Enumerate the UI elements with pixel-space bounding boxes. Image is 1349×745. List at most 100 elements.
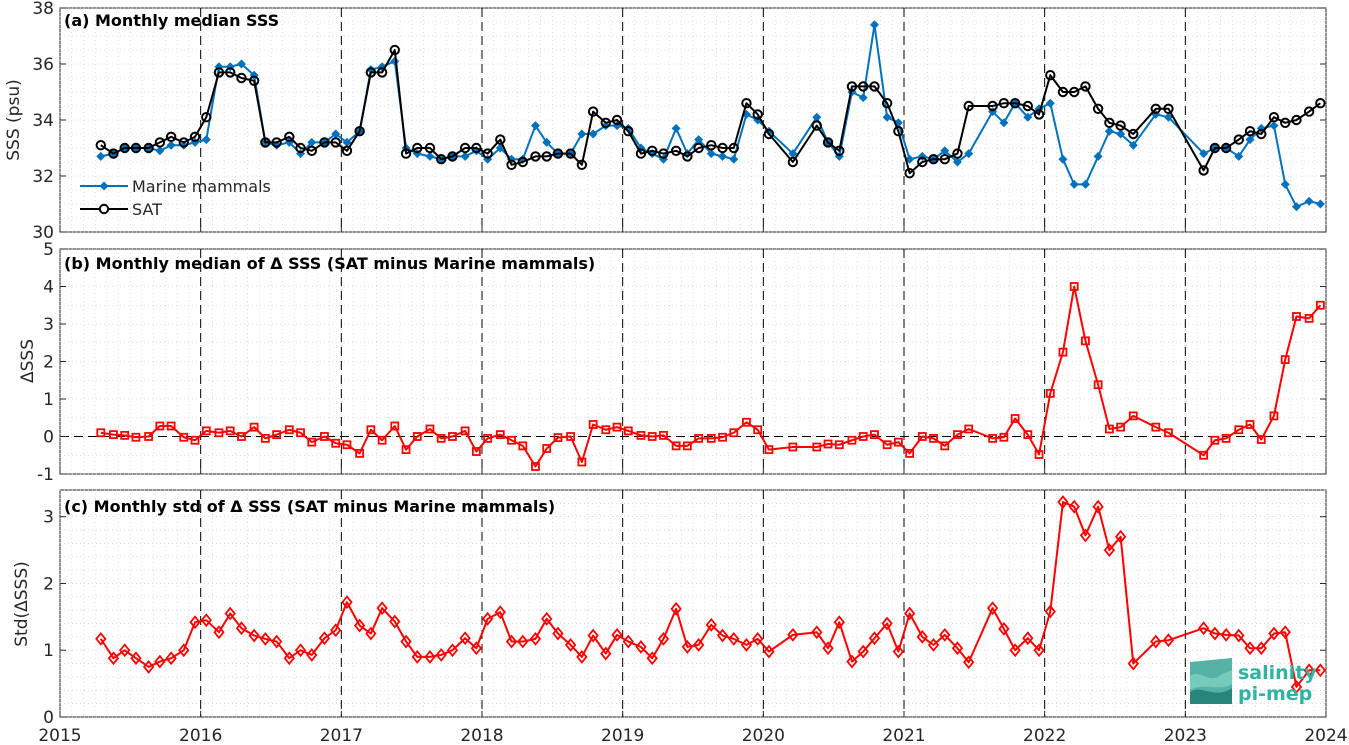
data-point xyxy=(939,627,951,642)
data-point xyxy=(940,441,950,451)
panel-b-ylabel: ΔSSS xyxy=(18,339,38,383)
data-point xyxy=(295,142,306,154)
data-point xyxy=(1068,499,1080,514)
data-point xyxy=(95,140,106,151)
data-point xyxy=(283,651,295,666)
data-point xyxy=(623,426,633,436)
data-point xyxy=(330,623,342,638)
data-point xyxy=(671,441,681,451)
xtick-label: 2017 xyxy=(320,726,363,745)
data-point xyxy=(1128,411,1138,421)
data-point xyxy=(483,433,493,443)
data-point xyxy=(542,137,552,147)
data-point xyxy=(341,595,353,610)
data-point xyxy=(1244,641,1256,656)
data-point xyxy=(376,67,388,78)
xtick-label: 2023 xyxy=(1164,726,1207,745)
data-point xyxy=(588,420,598,429)
data-point xyxy=(728,142,739,154)
data-point xyxy=(988,433,998,443)
data-point xyxy=(389,614,401,629)
data-point xyxy=(1280,117,1291,129)
data-point xyxy=(236,59,246,69)
data-point xyxy=(271,137,282,148)
data-point xyxy=(1315,98,1326,109)
data-point xyxy=(460,151,470,161)
data-point xyxy=(412,142,423,154)
data-point xyxy=(917,156,928,168)
panel-c-xticks: 2015 2016 2017 2018 2019 2020 2021 2022 2023 2024 xyxy=(38,726,1347,745)
data-point xyxy=(400,634,412,649)
data-point xyxy=(284,131,295,143)
data-point xyxy=(353,618,366,633)
data-point xyxy=(1244,126,1256,137)
data-point xyxy=(178,137,189,148)
data-point xyxy=(882,112,892,122)
panel-b-grid xyxy=(59,248,1327,475)
data-point xyxy=(927,637,940,652)
data-point xyxy=(576,649,588,664)
data-point xyxy=(1268,626,1280,641)
ytick-label: 0 xyxy=(43,428,54,448)
data-point xyxy=(1255,641,1267,656)
data-point xyxy=(178,643,190,658)
data-point xyxy=(365,626,377,641)
data-point xyxy=(1150,103,1161,115)
data-point xyxy=(260,433,270,443)
data-point xyxy=(682,151,693,162)
data-point xyxy=(987,100,998,112)
data-point xyxy=(425,151,435,161)
data-point xyxy=(833,615,845,630)
data-point xyxy=(166,421,176,431)
data-point xyxy=(892,644,905,659)
data-point xyxy=(1093,151,1103,161)
ytick-label: 3 xyxy=(43,508,54,528)
ytick-label: 36 xyxy=(32,55,54,75)
panel-c: 0 1 2 3 2015 2016 2017 2018 2019 2020 2021 2022 202… xyxy=(12,489,1348,745)
data-point xyxy=(260,137,271,148)
xtick-label: 2018 xyxy=(460,726,503,745)
data-point xyxy=(1058,154,1068,164)
data-point xyxy=(869,81,880,92)
data-point xyxy=(904,168,915,179)
data-point xyxy=(1304,313,1314,323)
ytick-label: 4 xyxy=(43,278,54,298)
data-point xyxy=(541,611,553,626)
data-point xyxy=(1116,129,1126,139)
data-point xyxy=(741,98,752,109)
data-point xyxy=(1058,347,1068,357)
legend: Marine mammals SAT xyxy=(80,177,271,219)
data-point xyxy=(1069,86,1080,98)
data-point xyxy=(1057,86,1069,98)
data-point xyxy=(812,442,822,452)
data-point xyxy=(952,148,963,159)
data-point xyxy=(377,435,387,445)
data-point xyxy=(742,417,751,427)
data-point xyxy=(531,462,540,471)
data-point xyxy=(964,149,974,159)
data-point xyxy=(143,142,154,154)
data-point xyxy=(120,430,130,440)
ytick-label: 30 xyxy=(32,223,54,243)
data-point xyxy=(963,655,975,670)
ytick-label: 0 xyxy=(43,708,54,728)
data-point xyxy=(834,440,844,450)
data-point xyxy=(1104,424,1114,434)
legend-marine-mammals-label: Marine mammals xyxy=(132,177,271,196)
data-point xyxy=(752,631,764,646)
data-point xyxy=(236,72,247,84)
data-point xyxy=(623,126,634,137)
data-point xyxy=(787,156,799,168)
data-point xyxy=(623,123,633,133)
data-point xyxy=(166,140,176,150)
data-point xyxy=(612,422,622,432)
data-point xyxy=(694,433,704,443)
data-point xyxy=(459,631,471,646)
ytick-label: 34 xyxy=(32,111,54,131)
data-point xyxy=(671,123,681,133)
data-point xyxy=(1256,128,1267,140)
data-point xyxy=(460,426,470,436)
legend-sat-label: SAT xyxy=(132,200,162,219)
panel-c-title: (c) Monthly std of Δ SSS (SAT minus Mari… xyxy=(64,497,555,516)
data-point xyxy=(1093,380,1103,390)
